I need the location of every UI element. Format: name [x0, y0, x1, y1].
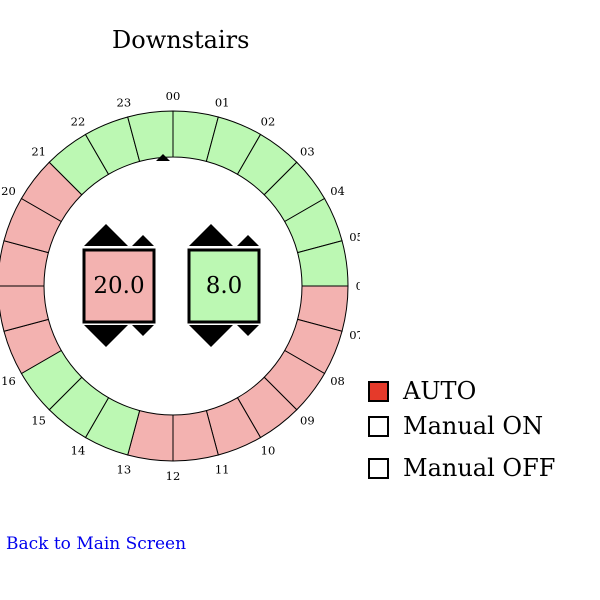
on-temp-display	[187, 248, 261, 324]
hour-label-20: 20	[1, 184, 16, 198]
mode-auto-checkbox[interactable]	[368, 380, 389, 402]
mode-manual-off-checkbox[interactable]	[368, 457, 389, 479]
hour-label-13: 13	[117, 463, 132, 477]
mode-manual-on-label: Manual ON	[403, 412, 544, 440]
hour-label-10: 10	[261, 444, 276, 458]
hour-label-04: 04	[330, 184, 345, 198]
off-temp-value: 20.0	[93, 273, 144, 299]
off-temp-down-small-arrow[interactable]	[132, 325, 154, 336]
hour-label-22: 22	[71, 114, 86, 128]
off-setpoint-control: 20.0	[82, 224, 156, 347]
off-temp-up-large-arrow[interactable]	[84, 224, 128, 246]
hour-label-00: 00	[166, 89, 181, 103]
hour-label-05: 05	[349, 230, 360, 244]
on-temp-value: 8.0	[206, 273, 243, 299]
hour-label-23: 23	[117, 95, 132, 109]
hour-label-12: 12	[166, 469, 181, 483]
current-hour-marker	[156, 154, 170, 161]
off-temp-display	[82, 248, 156, 324]
hour-label-16: 16	[1, 374, 16, 388]
hour-label-15: 15	[31, 413, 46, 427]
mode-manual-on-option[interactable]: Manual ON	[368, 412, 543, 440]
hour-label-03: 03	[300, 145, 315, 159]
hour-label-01: 01	[215, 95, 230, 109]
mode-manual-off-label: Manual OFF	[403, 454, 556, 482]
schedule-segment-23[interactable]	[127, 110, 174, 163]
hour-label-11: 11	[215, 463, 230, 477]
on-setpoint-control: 8.0	[187, 224, 261, 347]
mode-manual-on-checkbox[interactable]	[368, 415, 389, 437]
off-temp-up-small-arrow[interactable]	[132, 235, 154, 246]
on-temp-down-small-arrow[interactable]	[237, 325, 259, 336]
schedule-dial: 0001020304050607080910111213141516171819…	[0, 89, 360, 483]
hour-label-02: 02	[261, 114, 276, 128]
hour-label-07: 07	[349, 328, 360, 342]
on-temp-up-large-arrow[interactable]	[189, 224, 233, 246]
on-temp-up-small-arrow[interactable]	[237, 235, 259, 246]
hour-label-08: 08	[330, 374, 345, 388]
on-temp-down-large-arrow[interactable]	[189, 325, 233, 347]
back-to-main-link[interactable]: Back to Main Screen	[6, 534, 187, 554]
mode-manual-off-option[interactable]: Manual OFF	[368, 454, 555, 482]
hour-label-21: 21	[31, 145, 46, 159]
mode-auto-option[interactable]: AUTO	[368, 377, 476, 405]
hour-label-06: 06	[356, 279, 360, 293]
hour-label-09: 09	[300, 413, 315, 427]
page-title: Downstairs	[112, 26, 250, 54]
mode-auto-label: AUTO	[403, 377, 477, 405]
off-temp-down-large-arrow[interactable]	[84, 325, 128, 347]
hour-label-14: 14	[71, 444, 86, 458]
